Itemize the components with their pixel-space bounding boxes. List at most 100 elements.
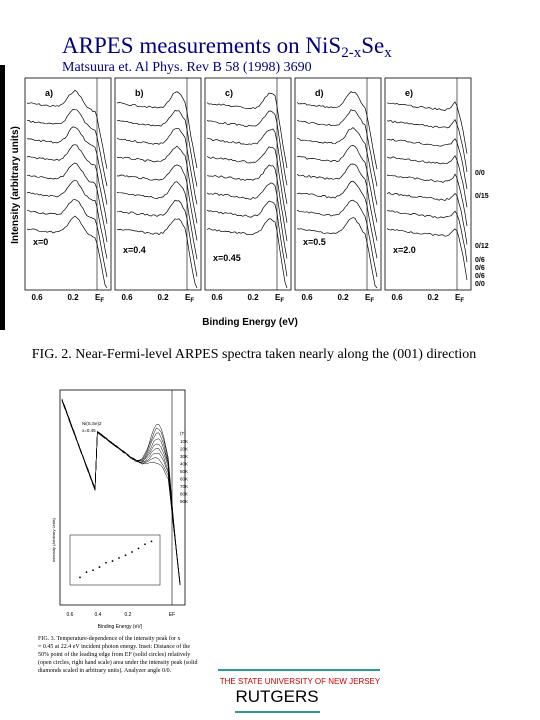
tick-label: 0.2 (427, 293, 439, 302)
inset-point (105, 561, 107, 564)
x-axis-label: Binding Energy (eV) (202, 317, 298, 328)
tick-label: 0.2 (157, 293, 169, 302)
composition-label: x=2.0 (393, 245, 416, 255)
spectrum-curve (386, 101, 468, 154)
fermi-subscript: F (460, 298, 464, 304)
tick-label: EF (95, 293, 104, 304)
spectrum-curve (386, 192, 468, 245)
spectrum-curve (116, 91, 198, 168)
spectrum-curve (206, 164, 288, 241)
spectrum-curve (386, 138, 468, 190)
spectrum-curve (206, 182, 288, 259)
spectrum-curve (206, 128, 288, 204)
spectrum-curve (26, 162, 108, 242)
spectrum-curve (26, 109, 108, 187)
spectrum-curve (26, 144, 108, 224)
tick-label: 0.2 (247, 293, 259, 302)
tick-label: EF (275, 293, 284, 304)
composition-label: x=0.45 (213, 253, 241, 263)
tick-label: 0.2 (67, 293, 79, 302)
figure-caption: 50% point of the leading edge from EF (s… (38, 651, 190, 658)
tick-label: EF (169, 612, 175, 618)
panel-letter: e) (405, 88, 413, 98)
spectrum-curve (27, 199, 108, 278)
inset-point (124, 554, 127, 557)
tick-label: 0.6 (391, 293, 403, 302)
legend-entry: 80K (180, 492, 188, 497)
spectrum-curve (116, 109, 198, 187)
angle-label: 0/15 (475, 193, 489, 200)
figure-caption: diamonds scaled in arbitrary units). Ana… (38, 667, 172, 674)
y-axis-label: Intensity (arbitrary units) (10, 126, 21, 244)
slide-title: ARPES measurements on NiS2-xSex (62, 33, 392, 61)
legend-entry: 10K (180, 439, 188, 444)
figure-caption: (open circles, right hand scale) area un… (38, 659, 197, 666)
fermi-symbol: E (455, 293, 461, 302)
tick-label: 0.6 (121, 293, 133, 302)
fermi-subscript: F (190, 298, 194, 304)
figure-2: Ni(S,Se)2 x=0.45 (T) Intensity (Arbitrar… (38, 389, 197, 674)
citation: Matsuura et. Al Phys. Rev B 58 (1998) 36… (62, 60, 312, 75)
spectrum-curve (206, 110, 288, 186)
plot-frame (59, 389, 186, 606)
legend-entry: 20K (180, 447, 188, 452)
figure-1: Intensity (arbitrary units) Binding Ener… (10, 77, 489, 362)
spectrum-curve (386, 154, 468, 208)
inset (69, 534, 161, 586)
spectrum-curve (296, 163, 378, 241)
x-axis-label: Binding Energy (eV) (98, 624, 143, 630)
spectrum-curve (386, 173, 468, 227)
figure-caption: = 0.45 at 22.4 eV incident photon energy… (38, 643, 190, 650)
spectrum-curve (386, 228, 468, 281)
legend-entry: 40K (180, 462, 188, 467)
angle-label: 0/6 (475, 273, 485, 280)
legend-entry: 30K (180, 454, 188, 459)
spectrum-curve (206, 200, 288, 277)
composition-label: x=0 (33, 237, 48, 247)
fermi-subscript: F (100, 298, 104, 304)
spectrum-curve (386, 210, 468, 263)
legend-title: (T) (180, 431, 186, 436)
tick-label: 0.6 (211, 293, 223, 302)
angle-label: 0/12 (475, 243, 489, 250)
inset-point (98, 566, 101, 568)
fermi-symbol: E (95, 293, 101, 302)
panel-letter: d) (315, 88, 324, 98)
composition-label: x=0.5 (303, 237, 326, 247)
fermi-symbol: E (365, 293, 371, 302)
tick-label: 0.6 (67, 612, 74, 618)
tick-label: 0.6 (31, 293, 43, 302)
spectrum-curve (206, 146, 288, 223)
spectrum-curve (296, 127, 378, 205)
fermi-symbol: E (275, 293, 281, 302)
inset-point (144, 543, 146, 546)
tick-label: EF (455, 293, 464, 304)
spectrum-curve (296, 145, 378, 223)
title-text: Se (361, 33, 384, 58)
sample-label: Ni(S,Se)2 (82, 421, 102, 426)
spectrum-curve (26, 126, 108, 205)
spectrum-curve (26, 179, 108, 259)
inset-point (79, 576, 81, 579)
inset-point (85, 571, 88, 574)
fermi-symbol: E (185, 293, 191, 302)
spectrum-curve (296, 109, 378, 187)
spectrum-curve (386, 118, 468, 173)
inset-point (92, 569, 94, 572)
panel-letter: a) (45, 88, 53, 98)
spectrum-curve (116, 127, 198, 205)
panel-frame (24, 77, 112, 291)
spectrum-curve (116, 181, 198, 260)
inset-point (150, 540, 153, 543)
panel-frame (294, 77, 382, 291)
angle-label: 0/6 (475, 257, 485, 264)
figure-caption: FIG. 2. Near-Fermi-level ARPES spectra t… (32, 347, 476, 362)
inset-point (131, 551, 133, 553)
spectrum-curve (116, 145, 198, 224)
spectrum-curve (61, 400, 181, 586)
spectrum-curve (116, 218, 198, 289)
spectrum-curve (296, 217, 378, 289)
tick-label: 0.6 (301, 293, 313, 302)
tick-label: EF (185, 293, 194, 304)
